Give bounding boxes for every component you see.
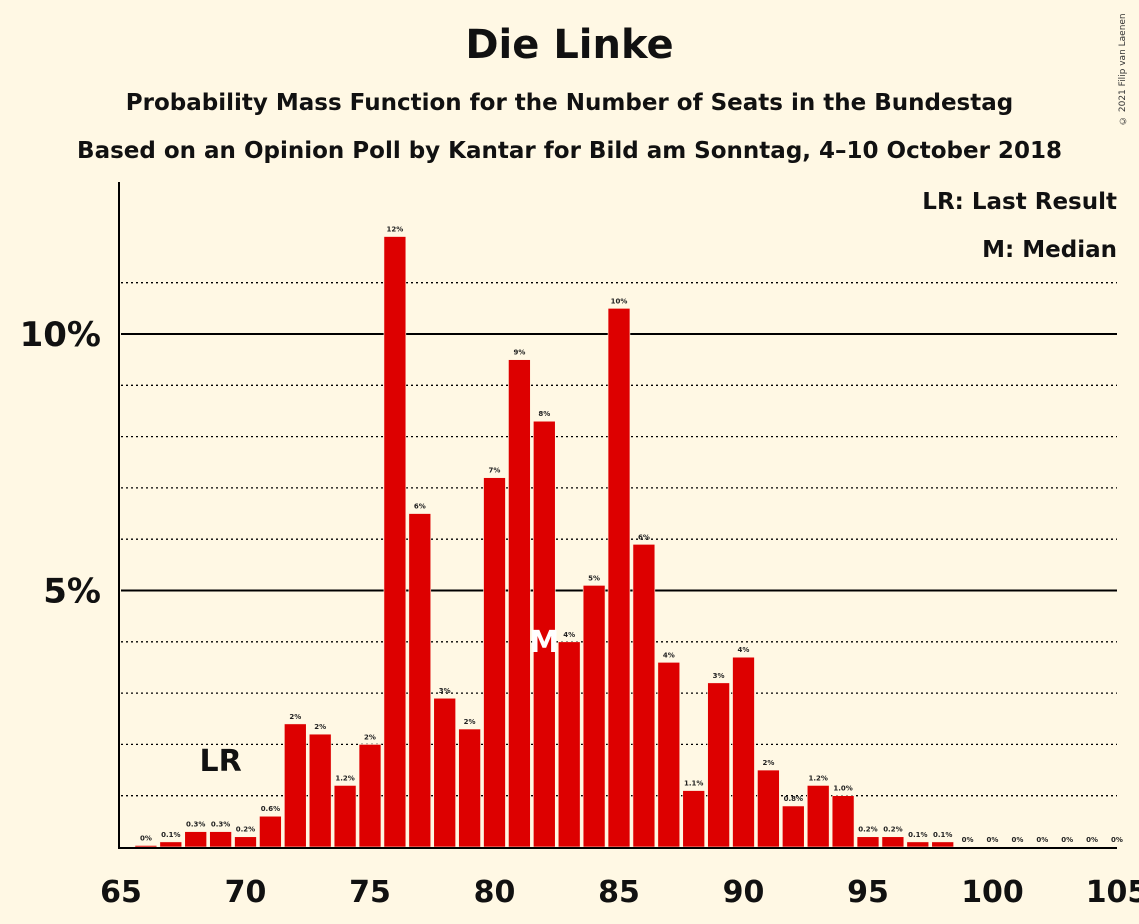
data-label-seat-74: 1.2% bbox=[335, 774, 354, 782]
data-label-seat-82: 8% bbox=[538, 410, 550, 418]
bar-seat-89 bbox=[707, 682, 730, 848]
bar-seat-76 bbox=[383, 236, 407, 848]
bar-seat-74 bbox=[333, 785, 357, 848]
data-label-seat-95: 0.2% bbox=[858, 826, 877, 834]
bar-seat-70 bbox=[234, 836, 257, 848]
data-label-seat-76: 12% bbox=[387, 226, 404, 234]
x-tick-label: 65 bbox=[100, 875, 142, 910]
bar-seat-81 bbox=[508, 359, 531, 848]
data-label-seat-79: 2% bbox=[464, 718, 476, 726]
bar-seat-83 bbox=[557, 641, 581, 848]
x-tick-label: 90 bbox=[723, 875, 765, 910]
bar-seat-68 bbox=[184, 831, 207, 848]
bar-seat-84 bbox=[582, 585, 606, 848]
data-label-seat-78: 3% bbox=[439, 687, 451, 695]
data-label-seat-75: 2% bbox=[364, 733, 376, 741]
data-label-seat-69: 0.3% bbox=[211, 821, 230, 829]
chart-title: Die Linke bbox=[465, 22, 674, 68]
bar-seat-90 bbox=[732, 656, 755, 848]
bars-group bbox=[134, 236, 954, 848]
bar-seat-71 bbox=[259, 815, 282, 848]
chart-subtitle: Probability Mass Function for the Number… bbox=[125, 90, 1014, 116]
data-label-seat-89: 3% bbox=[713, 672, 725, 680]
data-label-seat-77: 6% bbox=[414, 503, 426, 511]
data-label-seat-86: 6% bbox=[638, 533, 650, 541]
bar-seat-94 bbox=[831, 795, 855, 848]
data-label-seat-92: 0.8% bbox=[784, 795, 803, 803]
bar-seat-97 bbox=[906, 841, 930, 848]
data-label-seat-102: 0% bbox=[1036, 836, 1048, 844]
y-tick-label: 5% bbox=[43, 572, 101, 612]
data-label-seat-70: 0.2% bbox=[236, 826, 255, 834]
bar-seat-77 bbox=[408, 513, 432, 848]
data-label-seat-66: 0% bbox=[140, 834, 152, 842]
x-tick-label: 100 bbox=[961, 875, 1024, 910]
data-label-seat-94: 1.0% bbox=[833, 785, 852, 793]
x-tick-label: 95 bbox=[847, 875, 889, 910]
data-label-seat-68: 0.3% bbox=[186, 821, 205, 829]
data-label-seat-73: 2% bbox=[314, 723, 326, 731]
bar-seat-95 bbox=[856, 836, 880, 848]
last-result-marker: LR bbox=[199, 744, 241, 779]
data-label-seat-85: 10% bbox=[611, 297, 628, 305]
bar-seat-86 bbox=[632, 544, 656, 848]
data-label-seat-71: 0.6% bbox=[261, 805, 280, 813]
data-label-seat-104: 0% bbox=[1086, 836, 1098, 844]
data-label-seat-88: 1.1% bbox=[684, 780, 703, 788]
bar-seat-87 bbox=[657, 662, 681, 848]
bar-seat-88 bbox=[682, 790, 705, 848]
legend-median: M: Median bbox=[982, 237, 1117, 263]
bar-seat-96 bbox=[881, 836, 905, 848]
data-label-seat-100: 0% bbox=[987, 836, 999, 844]
bar-seat-67 bbox=[159, 841, 183, 848]
data-label-seat-101: 0% bbox=[1011, 836, 1023, 844]
data-label-seat-83: 4% bbox=[563, 631, 575, 639]
data-label-seat-96: 0.2% bbox=[883, 826, 902, 834]
legend-last-result: LR: Last Result bbox=[922, 189, 1117, 215]
bar-seat-91 bbox=[757, 769, 780, 848]
data-labels-group: 0% 0.1% 0.3% 0.3% 0.2% 0.6% 2% 2% 1.2% 2% 12% 6% 3% 2… bbox=[140, 226, 1123, 844]
x-tick-label: 75 bbox=[349, 875, 391, 910]
bar-seat-79 bbox=[458, 728, 481, 848]
axes-group: 65 70 75 80 85 90 95 100 105 5% 10% bbox=[20, 182, 1139, 910]
data-label-seat-72: 2% bbox=[289, 713, 301, 721]
data-label-seat-84: 5% bbox=[588, 574, 600, 582]
x-tick-label: 85 bbox=[598, 875, 640, 910]
data-label-seat-90: 4% bbox=[738, 646, 750, 654]
x-tick-label: 70 bbox=[225, 875, 267, 910]
data-label-seat-103: 0% bbox=[1061, 836, 1073, 844]
data-label-seat-93: 1.2% bbox=[808, 774, 827, 782]
y-tick-label: 10% bbox=[20, 315, 101, 355]
median-marker: M bbox=[529, 625, 559, 660]
x-tick-label: 80 bbox=[474, 875, 516, 910]
bar-seat-73 bbox=[308, 733, 332, 848]
data-label-seat-81: 9% bbox=[513, 349, 525, 357]
data-label-seat-67: 0.1% bbox=[161, 831, 180, 839]
chart-source-line: Based on an Opinion Poll by Kantar for B… bbox=[77, 138, 1062, 164]
bar-seat-93 bbox=[806, 785, 830, 848]
x-tick-label: 105 bbox=[1086, 875, 1139, 910]
data-label-seat-91: 2% bbox=[762, 759, 774, 767]
data-label-seat-98: 0.1% bbox=[933, 831, 952, 839]
data-label-seat-105: 0% bbox=[1111, 836, 1123, 844]
data-label-seat-99: 0% bbox=[962, 836, 974, 844]
markers-group: M LR bbox=[199, 625, 559, 779]
bar-seat-85 bbox=[607, 308, 631, 848]
bar-seat-72 bbox=[284, 723, 307, 848]
bar-seat-66 bbox=[134, 845, 158, 848]
bar-seat-92 bbox=[782, 805, 805, 848]
bar-seat-98 bbox=[931, 841, 954, 848]
bar-seat-69 bbox=[209, 831, 232, 848]
data-label-seat-97: 0.1% bbox=[908, 831, 927, 839]
bar-seat-80 bbox=[483, 477, 506, 848]
data-label-seat-80: 7% bbox=[489, 467, 501, 475]
data-label-seat-87: 4% bbox=[663, 651, 675, 659]
bar-seat-75 bbox=[358, 744, 382, 848]
bar-seat-78 bbox=[433, 697, 456, 848]
